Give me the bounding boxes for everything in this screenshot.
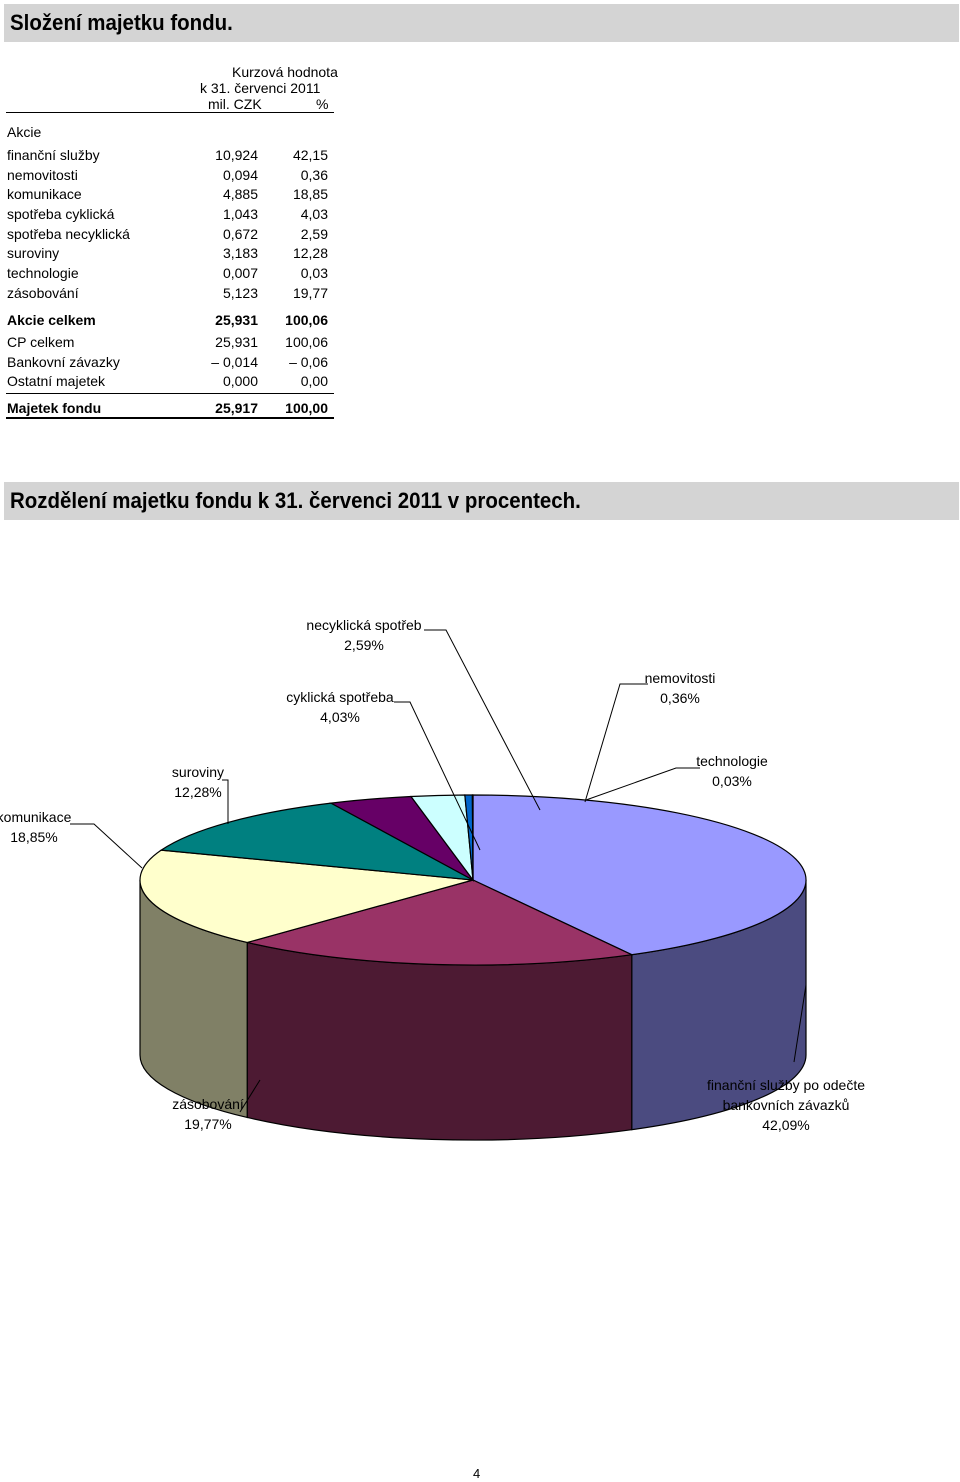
table-row-value: 10,924 (215, 147, 258, 163)
slice-label-4-1: 4,03% (320, 709, 360, 725)
table-other-row-pct: 100,06 (285, 334, 328, 350)
akcie-total-value: 25,931 (215, 312, 258, 328)
slice-label-6-0: nemovitosti (645, 670, 716, 686)
table-other-row-label: Ostatní majetek (7, 373, 106, 389)
pie-sides (139, 879, 807, 1141)
slice-label-5-1: 2,59% (344, 637, 384, 653)
slice-label-4-0: cyklická spotřeba (286, 689, 394, 705)
table-row-label: zásobování (7, 285, 79, 301)
slice-label-7-0: technologie (696, 753, 768, 769)
table-other-row-pct: 0,00 (300, 373, 328, 389)
table-row-value: 1,043 (222, 206, 258, 222)
group-label: Akcie (7, 124, 42, 140)
section-title: Složení majetku fondu. (10, 10, 233, 35)
akcie-total-label: Akcie celkem (7, 312, 96, 328)
slice-label-5-0: necyklická spotřeb (306, 617, 421, 633)
table-other-row-value: 25,931 (215, 334, 258, 350)
table-row-value: 4,885 (222, 186, 258, 202)
table-row-value: 0,094 (222, 167, 258, 183)
header-value-line-2: k 31. červenci 2011 (200, 80, 321, 96)
table-row-label: suroviny (7, 245, 60, 261)
table-row-pct: 18,85 (292, 186, 328, 202)
header-value-line-1: Kurzová hodnota (232, 64, 338, 80)
table-row-label: technologie (7, 265, 79, 281)
table-other-row-pct: – 0,06 (289, 354, 328, 370)
table-row-label: finanční služby (7, 147, 100, 163)
grand-total-value: 25,917 (215, 400, 258, 416)
pie-slice-1 (247, 879, 634, 966)
slice-label-6-1: 0,36% (660, 690, 700, 706)
table-row-value: 0,007 (222, 265, 258, 281)
chart-title-bar: Rozdělení majetku fondu k 31. červenci 2… (4, 482, 959, 520)
pie-side-1 (246, 941, 633, 1141)
table-row-pct: 19,77 (292, 285, 328, 301)
table-row-label: nemovitosti (7, 167, 78, 183)
table-other-row-label: Bankovní závazky (7, 354, 120, 370)
section-title-bar: Složení majetku fondu. (4, 4, 959, 42)
chart-section-title: Rozdělení majetku fondu k 31. červenci 2… (10, 488, 581, 513)
fund-assets-table: Kurzová hodnota k 31. červenci 2011 mil.… (0, 0, 960, 430)
total-bottom-rule (6, 417, 334, 419)
pie-slice-0 (472, 794, 807, 956)
leader-line-7 (585, 767, 700, 801)
table-row-label: spotřeba cyklická (7, 206, 115, 222)
table-row-pct: 4,03 (300, 206, 328, 222)
table-row-label: komunikace (7, 186, 82, 202)
leader-line-2 (70, 823, 143, 869)
slice-label-0-2: 42,09% (762, 1117, 809, 1133)
slice-label-2-1: 18,85% (10, 829, 57, 845)
leader-line-4 (394, 701, 481, 851)
table-row-pct: 2,59 (300, 226, 328, 242)
leader-line-1 (239, 1079, 261, 1113)
table-row-pct: 12,28 (292, 245, 328, 261)
grand-total-pct: 100,00 (285, 400, 328, 416)
table-row-pct: 0,36 (300, 167, 328, 183)
pie-faces (139, 794, 807, 966)
table-other-row-value: – 0,014 (211, 354, 258, 370)
table-row-value: 3,183 (222, 245, 258, 261)
header-pct: % (316, 96, 329, 112)
slice-label-0-1: bankovních závazků (723, 1097, 850, 1113)
slice-label-1-0: zásobování (172, 1096, 244, 1112)
pie-slice-7 (471, 794, 474, 881)
table-row-value: 5,123 (222, 285, 258, 301)
akcie-total-pct: 100,06 (285, 312, 328, 328)
table-other-row-label: CP celkem (7, 334, 75, 350)
header-rule (6, 112, 334, 113)
header-value-line-3: mil. CZK (208, 96, 262, 112)
leader-line-3 (222, 779, 229, 824)
leader-line-5 (424, 629, 541, 811)
slice-labels: finanční služby po odečte bankovních záva… (0, 617, 865, 1133)
table-row-value: 0,672 (222, 226, 258, 242)
table-row-pct: 0,03 (300, 265, 328, 281)
table-other-row-value: 0,000 (222, 373, 258, 389)
leader-line-0 (793, 984, 807, 1063)
page-number: 4 (473, 1466, 481, 1481)
slice-label-0-0: finanční služby po odečte (707, 1077, 865, 1093)
slice-label-2-0: komunikace (0, 809, 72, 825)
table-row-label: spotřeba necyklická (7, 226, 130, 242)
slice-label-3-0: suroviny (172, 764, 224, 780)
pie-slice-2 (139, 849, 474, 944)
leader-lines (70, 629, 807, 1113)
leader-line-6 (584, 683, 648, 803)
slice-label-3-1: 12,28% (174, 784, 221, 800)
slice-label-7-1: 0,03% (712, 773, 752, 789)
slice-label-1-1: 19,77% (184, 1116, 231, 1132)
table-row-pct: 42,15 (292, 147, 328, 163)
grand-total-label: Majetek fondu (7, 400, 102, 416)
total-top-rule (6, 393, 334, 394)
